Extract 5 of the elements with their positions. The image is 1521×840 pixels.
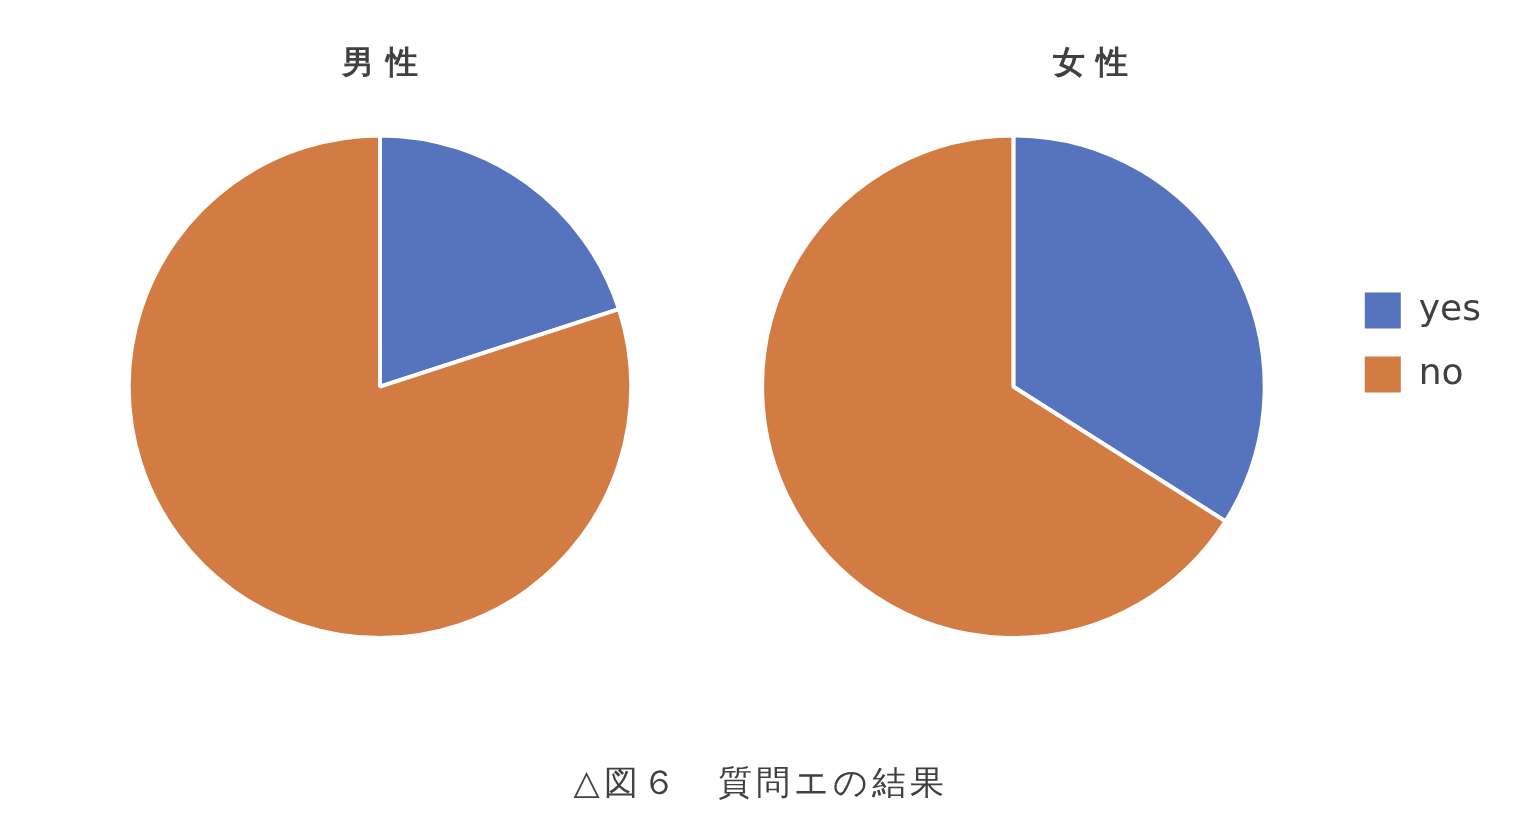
text: △図６ 質問エの結果 <box>572 761 949 804</box>
legend-label: yes <box>1418 286 1482 328</box>
legend-label: no <box>1418 350 1464 392</box>
chart-title: 男 性 <box>341 42 418 81</box>
chart-title: 女 性 <box>1051 42 1129 81</box>
